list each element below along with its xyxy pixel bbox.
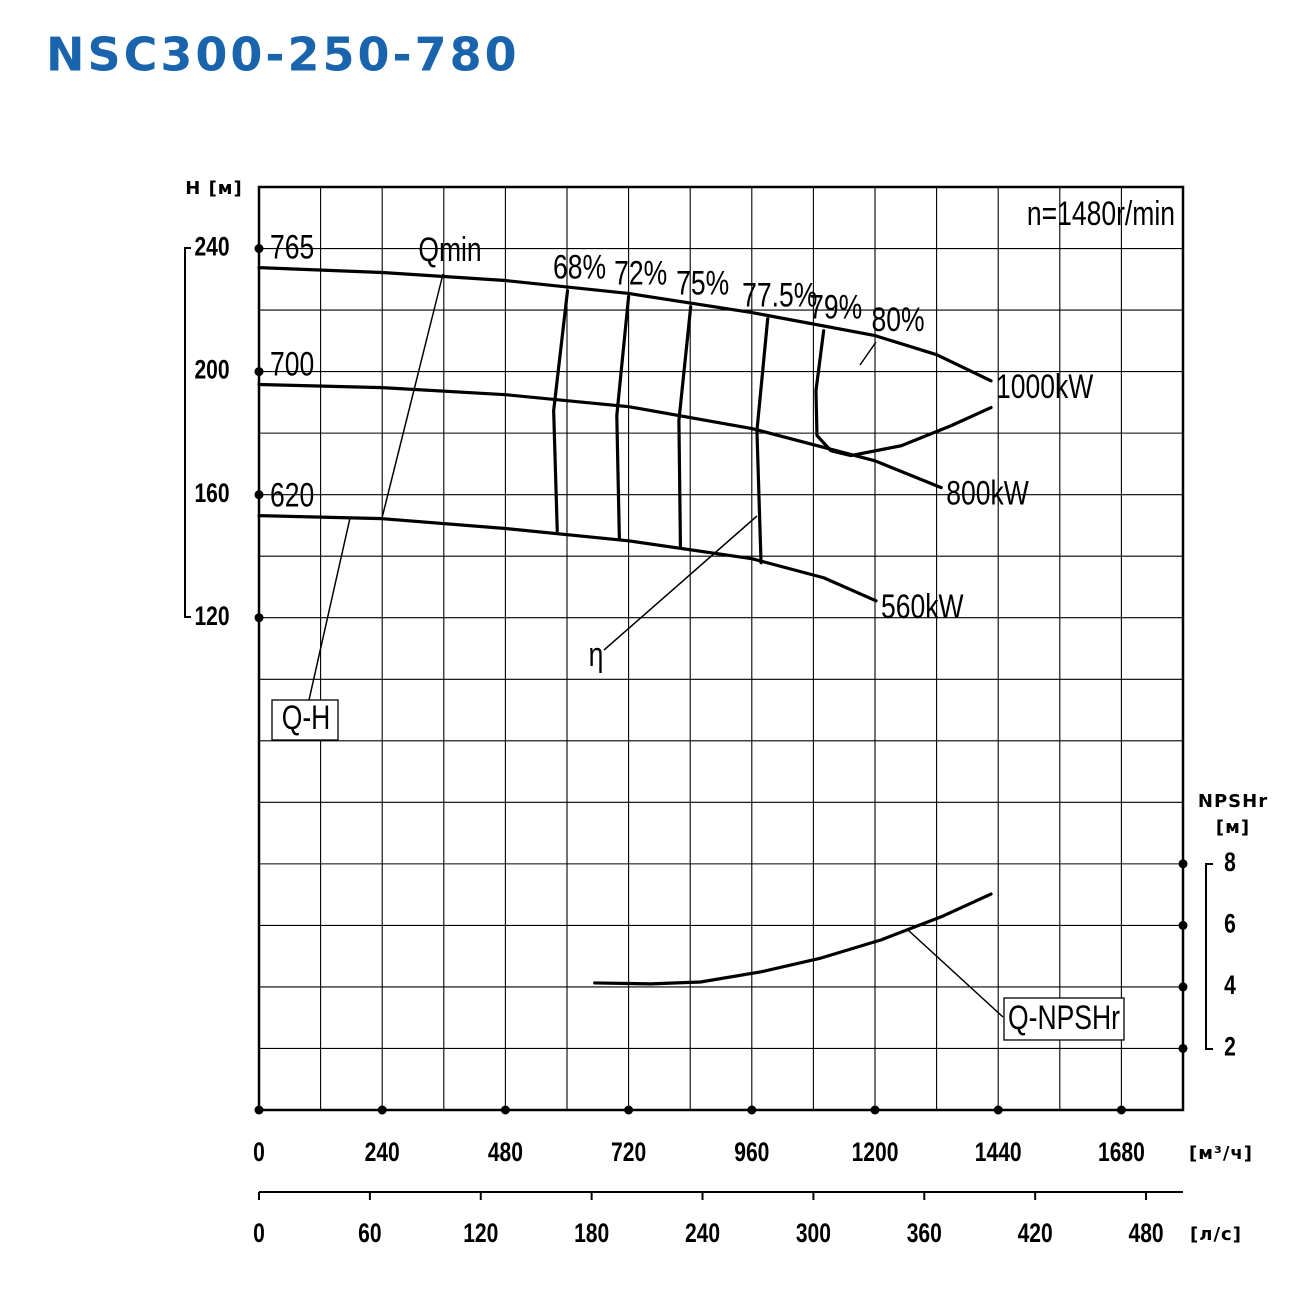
x2-tick-label: 360: [907, 1219, 942, 1249]
x2-tick-label: 300: [796, 1219, 831, 1249]
y-bracket: [184, 247, 191, 618]
y-tick-label: 160: [194, 478, 229, 508]
y-tick-label: 200: [194, 355, 229, 385]
x2-tick-label: 240: [685, 1219, 720, 1249]
y-tick-dot: [254, 490, 264, 500]
impeller-label: 765: [270, 228, 314, 266]
curve: [755, 317, 770, 565]
y2-tick-dot: [1178, 1043, 1188, 1053]
x-tick-dot: [1116, 1105, 1126, 1115]
power-label: 560kW: [881, 588, 964, 626]
power-label: 800kW: [946, 474, 1029, 512]
x2-tick-label: 180: [574, 1219, 609, 1249]
chart-title: NSC300-250-780: [46, 28, 520, 82]
power-label: 1000kW: [996, 368, 1093, 406]
annotation: η: [589, 636, 604, 674]
leader-line: [308, 517, 351, 701]
y2-axis-title: NPSHr: [1198, 791, 1268, 812]
efficiency-label: 75%: [676, 265, 729, 303]
x-tick-label: 240: [365, 1138, 400, 1168]
y-tick-dot: [254, 367, 264, 377]
annotation: Q-H: [282, 699, 331, 737]
y2-tick-dot: [1178, 982, 1188, 992]
y2-axis-title: [м]: [1216, 817, 1250, 838]
y2-tick-label: 8: [1224, 848, 1236, 878]
x-axis-title: [м³/ч]: [1189, 1143, 1253, 1164]
y-axis-title: H [м]: [185, 178, 243, 199]
plot-frame: [257, 185, 1185, 1112]
curve: [257, 382, 943, 490]
efficiency-label: 68%: [553, 249, 606, 287]
y-tick-dot: [254, 244, 264, 254]
x2-axis-title: [л/с]: [1190, 1224, 1242, 1245]
annotation: 80%: [871, 301, 924, 339]
y2-tick-label: 6: [1224, 909, 1236, 939]
y2-tick-label: 4: [1224, 971, 1236, 1001]
label-box: [271, 699, 339, 741]
leader-line: [603, 515, 758, 651]
y-tick-label: 120: [194, 601, 229, 631]
curve: [552, 289, 570, 533]
curve: [593, 892, 993, 986]
x-tick-label: 1440: [975, 1138, 1022, 1168]
x2-tick-label: 60: [358, 1219, 381, 1249]
x-tick-dot: [254, 1105, 264, 1115]
x2-tick-label: 120: [463, 1219, 498, 1249]
y2-tick-dot: [1178, 920, 1188, 930]
impeller-label: 620: [270, 476, 314, 514]
efficiency-label: 72%: [614, 254, 667, 292]
y-tick-label: 240: [194, 232, 229, 262]
x-tick-dot: [377, 1105, 387, 1115]
x-tick-label: 720: [611, 1138, 646, 1168]
x-tick-dot: [500, 1105, 510, 1115]
x-tick-dot: [624, 1105, 634, 1115]
curve: [677, 305, 693, 549]
x-tick-dot: [870, 1105, 880, 1115]
speed-label: n=1480r/min: [1027, 195, 1175, 233]
y-tick-dot: [254, 613, 264, 623]
x-tick-dot: [993, 1105, 1003, 1115]
y2-bracket: [1205, 863, 1213, 1050]
x-tick-label: 1200: [852, 1138, 899, 1168]
x-tick-dot: [747, 1105, 757, 1115]
leader-line: [859, 341, 877, 366]
efficiency-label: 79%: [809, 289, 862, 327]
annotation: Qmin: [418, 231, 481, 269]
impeller-label: 700: [270, 345, 314, 383]
leader-line: [381, 273, 444, 519]
leader-line: [907, 929, 1004, 1018]
y2-tick-label: 2: [1224, 1032, 1236, 1062]
x2-tick-label: 420: [1018, 1219, 1053, 1249]
x-tick-label: 960: [734, 1138, 769, 1168]
curve: [257, 513, 878, 603]
y2-tick-dot: [1178, 859, 1188, 869]
x-tick-label: 1680: [1098, 1138, 1145, 1168]
x-tick-label: 0: [253, 1138, 265, 1168]
x2-tick-label: 480: [1128, 1219, 1163, 1249]
curve: [615, 294, 631, 541]
x-tick-label: 480: [488, 1138, 523, 1168]
x2-tick-label: 0: [253, 1219, 265, 1249]
efficiency-label: 77.5%: [742, 277, 817, 315]
label-box: [1003, 997, 1125, 1041]
curve: [814, 329, 993, 458]
curve: [257, 266, 993, 383]
curve-label: Q-NPSHr: [1008, 999, 1120, 1037]
